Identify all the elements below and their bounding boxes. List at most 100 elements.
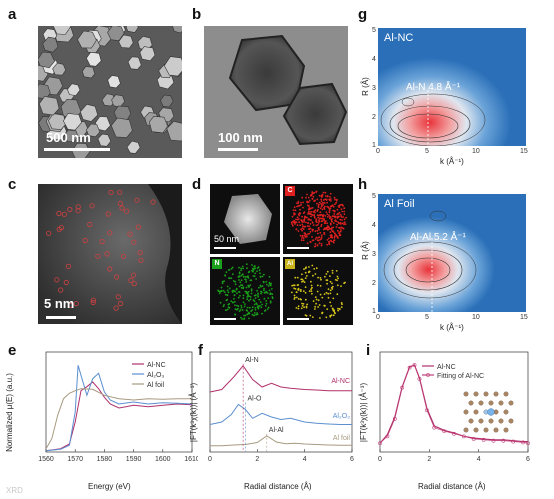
eds-n-dot: [234, 280, 237, 283]
eds-al-dot: [329, 275, 331, 277]
eds-n-dot: [251, 309, 254, 311]
eds-c-dot: [311, 228, 314, 231]
eds-c-dot: [306, 193, 308, 196]
eds-n-dot: [269, 301, 272, 304]
fit-chart: 0 2 4 6 Al-NC Fitting of Al-NC: [378, 351, 530, 463]
eds-n-dot: [227, 269, 230, 271]
eds-c-dot: [302, 237, 305, 239]
panel-label-d: d: [192, 176, 202, 193]
eds-c-dot: [334, 203, 336, 206]
eds-al-dot: [330, 314, 333, 317]
eds-n-dot: [231, 290, 234, 292]
sem-particle: [166, 120, 182, 142]
eds-al-dot: [302, 280, 305, 282]
eds-al-dot: [314, 296, 317, 298]
eds-n-dot: [256, 313, 259, 316]
eds-c-dot: [309, 241, 312, 243]
eds-n-dot: [236, 309, 238, 311]
eds-n-dot: [247, 311, 250, 314]
eds-al-dot: [321, 296, 324, 299]
eds-c-dot: [330, 240, 333, 243]
eds-al-dot: [308, 266, 310, 268]
h-annotation: Al-Al 5.2 Å⁻¹: [410, 232, 466, 243]
eds-n-dot: [259, 301, 262, 303]
eds-c-dot: [326, 239, 329, 241]
eds-c-dot: [330, 228, 333, 231]
eds-n-dot: [233, 297, 235, 300]
eds-c-dot: [296, 202, 298, 204]
eds-al-dot: [338, 308, 341, 310]
eds-c-dot: [343, 218, 346, 221]
i-fit-point: [481, 437, 486, 442]
eds-n-dot: [241, 265, 244, 268]
eds-c-dot: [314, 209, 317, 211]
eds-c-dot: [296, 218, 299, 221]
e-xtick-label: 1600: [155, 456, 171, 463]
eds-c-dot: [293, 206, 296, 209]
eds-c-dot: [312, 211, 315, 213]
eds-n-dot: [246, 298, 249, 301]
eds-al-dot: [301, 280, 303, 283]
eds-n-dot: [242, 294, 245, 297]
eds-al-dot: [302, 290, 305, 292]
i-legend-label: Al-NC: [437, 364, 456, 371]
eds-c-dot: [338, 222, 340, 225]
eds-n-dot: [260, 292, 262, 295]
eds-n-dot: [260, 290, 262, 293]
i-fit-point: [392, 417, 397, 421]
eds-n-dot: [219, 301, 222, 304]
eds-n-dot: [259, 284, 262, 287]
eds-al-dot: [334, 278, 337, 281]
g-annotation: Al-N 4.8 Å⁻¹: [406, 82, 461, 93]
eds-al-dot: [335, 270, 338, 272]
eds-al-dot: [323, 304, 326, 307]
eds-c-dot: [298, 214, 301, 217]
eds-n-dot: [259, 304, 261, 307]
eds-al-dot: [325, 291, 328, 294]
sem-image: 500 nm: [38, 26, 182, 158]
eds-c-dot: [313, 214, 316, 216]
i-legend-marker: [426, 373, 430, 377]
eds-c-dot: [301, 221, 304, 223]
eds-n-dot: [240, 269, 243, 272]
eds-al-dot: [311, 292, 313, 295]
atom: [483, 427, 489, 433]
eds-n-dot: [253, 303, 256, 306]
eds-c-dot: [328, 243, 331, 245]
eds-n-dot: [256, 303, 258, 306]
eds-c-dot: [339, 218, 342, 221]
eds-al-dot: [336, 293, 339, 296]
eds-n-dot: [252, 275, 255, 277]
eds-c-dot: [319, 231, 322, 234]
eds-c-dot: [306, 242, 309, 245]
eds-n-dot: [254, 267, 257, 270]
eds-al-dot: [334, 312, 336, 315]
eds-al-dot: [301, 304, 304, 307]
watermark: XRD: [6, 486, 23, 495]
eds-c-dot: [333, 210, 336, 213]
eds-c-dot: [293, 221, 296, 224]
eds-c-dot: [326, 213, 329, 216]
eds-n-dot: [234, 304, 236, 307]
al-atom: [487, 408, 495, 416]
eds-c-dot: [302, 228, 305, 230]
eds-c-dot: [315, 220, 317, 223]
eds-n-dot: [240, 316, 242, 319]
eds-al-dot: [295, 291, 298, 293]
eds-c-dot: [328, 209, 331, 211]
single-atom-marker: [108, 189, 114, 195]
sem-particle: [81, 66, 96, 79]
eds-c-dot: [325, 199, 328, 201]
scale-bar-c: [46, 316, 76, 319]
eds-n-dot: [269, 300, 272, 303]
eds-n-dot: [244, 303, 246, 305]
eds-c-dot: [307, 201, 310, 203]
sem-particle: [67, 83, 81, 97]
eds-n-dot: [241, 309, 244, 311]
eds-n-dot: [258, 286, 260, 289]
eds-c-dot: [311, 222, 314, 224]
eds-al-dot: [295, 296, 298, 299]
eds-c-dot: [299, 234, 302, 237]
eds-c-dot: [308, 210, 310, 213]
eds-n-dot: [222, 289, 225, 292]
